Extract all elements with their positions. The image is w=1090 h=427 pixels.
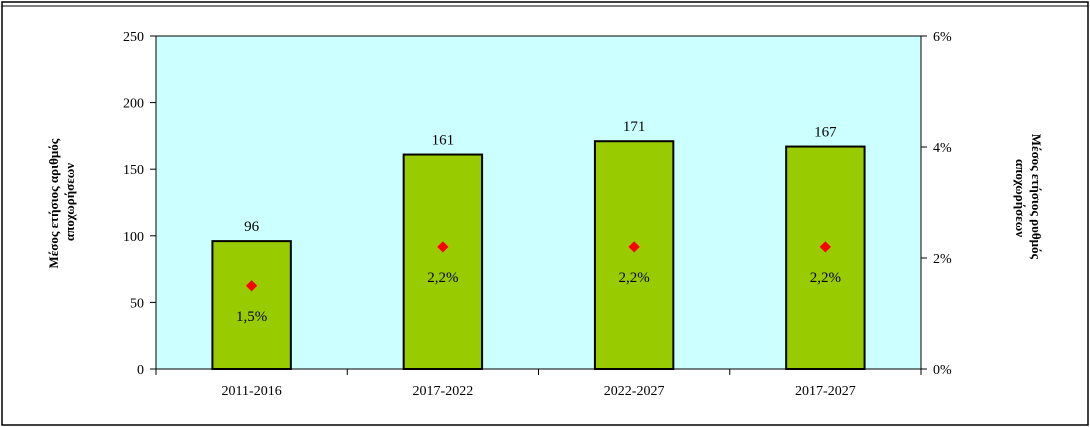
x-tick-label-2022-2027: 2022-2027 bbox=[604, 384, 665, 399]
bar-series bbox=[211, 140, 866, 371]
rate-point-2017-2027 bbox=[819, 241, 832, 253]
y2-tick-label-2: 4% bbox=[933, 141, 952, 156]
rate-value-label-2022-2027: 2,2% bbox=[619, 270, 650, 286]
axes: 2011-2016 2017-2022 2022-2027 2017-2027 0 50 1… bbox=[123, 30, 952, 399]
y2-axis-title: Μέσος ετήσιος ρυθμός αποχωρήσεων bbox=[1013, 134, 1044, 263]
y2-tick-label-1: 2% bbox=[933, 252, 952, 267]
rate-point-2022-2027 bbox=[628, 241, 640, 253]
rate-value-label-2017-2022: 2,2% bbox=[427, 270, 458, 286]
bar-2017-2022 bbox=[402, 153, 484, 370]
bar-value-label-2022-2027: 171 bbox=[623, 119, 646, 135]
x-tick-label-2011-2016: 2011-2016 bbox=[222, 384, 282, 399]
rate-value-label-2017-2027: 2,2% bbox=[810, 270, 841, 286]
y2-axis-title-line-1: Μέσος ετήσιος ρυθμός bbox=[1029, 134, 1044, 260]
x-tick-label-2017-2027: 2017-2027 bbox=[795, 384, 856, 399]
data-labels: 96 1,5% 161 2,2% 171 2,2% 167 2,2% bbox=[236, 119, 841, 325]
y-tick-label-150: 150 bbox=[123, 163, 144, 178]
y-axis-title-line-2: αποχωρήσεων bbox=[62, 163, 77, 241]
y-tick-label-100: 100 bbox=[123, 230, 144, 245]
y2-tick-label-0: 0% bbox=[933, 363, 952, 378]
y-axis-title-line-1: Μέσος ετήσιος αριθμός bbox=[46, 138, 61, 268]
bar-value-label-2017-2022: 161 bbox=[432, 133, 455, 149]
rate-point-2017-2022 bbox=[437, 241, 449, 253]
y-axis-title: Μέσος ετήσιος αριθμός αποχωρήσεων bbox=[46, 135, 77, 268]
rate-value-label-2011-2016: 1,5% bbox=[236, 309, 267, 325]
y-tick-label-200: 200 bbox=[123, 97, 144, 112]
bar-value-label-2017-2027: 167 bbox=[814, 125, 837, 141]
bar-2022-2027 bbox=[593, 140, 675, 370]
y2-tick-label-3: 6% bbox=[933, 30, 952, 45]
rate-point-2011-2016 bbox=[245, 280, 258, 292]
bar-2017-2027 bbox=[785, 145, 866, 370]
y-tick-label-50: 50 bbox=[130, 296, 144, 311]
bar-2011-2016 bbox=[211, 240, 292, 371]
y-tick-label-250: 250 bbox=[123, 30, 144, 45]
y2-axis-title-line-2: αποχωρήσεων bbox=[1013, 159, 1028, 237]
bar-value-label-2011-2016: 96 bbox=[244, 219, 260, 235]
rate-series bbox=[245, 241, 832, 292]
x-tick-label-2017-2022: 2017-2022 bbox=[413, 384, 474, 399]
y-tick-label-0: 0 bbox=[137, 363, 144, 378]
